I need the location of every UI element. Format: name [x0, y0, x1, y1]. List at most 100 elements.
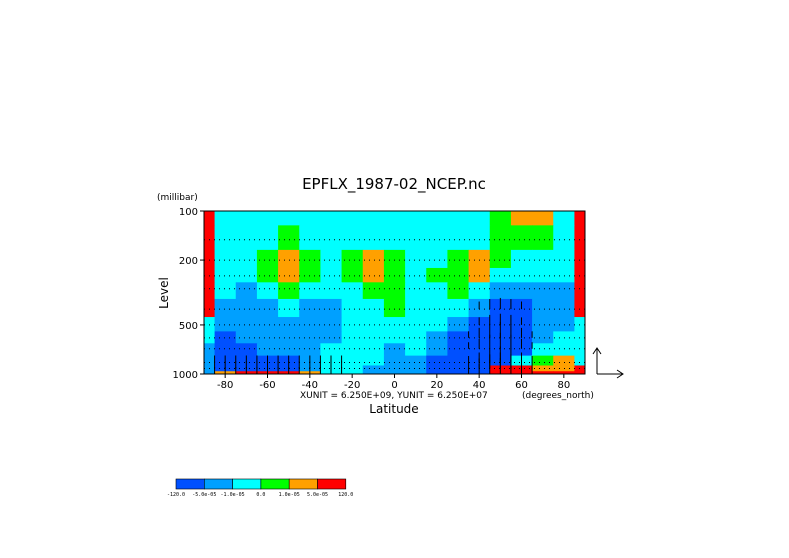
field-cell — [489, 267, 512, 283]
field-cell — [341, 249, 364, 269]
field-cell — [468, 282, 491, 300]
field-cell — [532, 331, 554, 344]
colorbar-swatch — [204, 478, 233, 490]
field-cell — [235, 317, 258, 332]
field-cell — [278, 282, 300, 300]
field-cell — [447, 355, 470, 366]
field-cell — [341, 267, 364, 283]
field-cell — [362, 355, 385, 366]
colorbar-labels: -120.0 -5.0e-05 -1.0e-05 0.0 1.0e-05 5.0e-05 1… — [167, 492, 353, 498]
field-cell — [235, 249, 258, 269]
field-cell — [426, 355, 448, 366]
field-cell — [256, 343, 279, 357]
x-tick-label: 40 — [473, 380, 486, 391]
field-cell — [383, 355, 406, 366]
field-cell — [426, 371, 448, 375]
y-unit-label: (millibar) — [157, 193, 198, 203]
field-cell — [532, 343, 554, 357]
x-tick-label: 0 — [391, 380, 397, 391]
colorbar-label: 120.0 — [338, 492, 353, 498]
field-cell — [574, 282, 586, 300]
field-cell — [235, 343, 258, 357]
field-cell — [362, 249, 385, 269]
field-cell — [320, 298, 343, 318]
field-cell — [299, 249, 321, 269]
field-cell — [214, 331, 237, 344]
field-cell — [553, 282, 575, 300]
contour-field — [204, 211, 586, 375]
field-cell — [235, 331, 258, 344]
field-cell — [383, 298, 406, 318]
field-cell — [532, 211, 554, 226]
field-cell — [362, 282, 385, 300]
field-cell — [278, 298, 300, 318]
y-tick-label: 100 — [179, 207, 198, 218]
field-cell — [510, 282, 533, 300]
field-cell — [405, 331, 427, 344]
colorbar-label: 0.0 — [256, 492, 265, 498]
field-cell — [256, 211, 279, 226]
field-cell — [299, 343, 321, 357]
field-cell — [405, 298, 427, 318]
field-cell — [426, 249, 448, 269]
x-tick-label: -80 — [217, 380, 233, 391]
field-cell — [235, 267, 258, 283]
field-cell — [426, 298, 448, 318]
field-cell — [299, 211, 321, 226]
field-cell — [574, 371, 586, 375]
field-cell — [320, 267, 343, 283]
field-cell — [489, 211, 512, 226]
field-cell — [553, 355, 575, 366]
field-cell — [532, 282, 554, 300]
field-cell — [341, 343, 364, 357]
field-cell — [204, 249, 216, 269]
field-cell — [278, 211, 300, 226]
x-unit-label: (degrees_north) — [522, 391, 594, 401]
field-cell — [341, 355, 364, 366]
colorbar-label: 5.0e-05 — [307, 492, 328, 498]
field-cell — [362, 371, 385, 375]
field-cell — [256, 249, 279, 269]
field-cell — [299, 267, 321, 283]
field-cell — [341, 371, 364, 375]
field-cell — [341, 365, 364, 372]
field-cell — [204, 282, 216, 300]
field-cell — [510, 343, 533, 357]
field-cell — [214, 343, 237, 357]
field-cell — [489, 225, 512, 251]
field-cell — [235, 211, 258, 226]
field-cell — [553, 298, 575, 318]
field-cell — [278, 331, 300, 344]
field-cell — [235, 298, 258, 318]
colorbar-swatch — [232, 478, 262, 490]
field-cell — [214, 211, 237, 226]
field-cell — [214, 267, 237, 283]
field-cell — [383, 211, 406, 226]
field-cell — [489, 249, 512, 269]
x-tick-label: 60 — [515, 380, 528, 391]
field-cell — [447, 225, 470, 251]
field-cell — [405, 211, 427, 226]
y-tick-label: 500 — [179, 321, 198, 332]
field-cell — [574, 225, 586, 251]
field-cell — [426, 282, 448, 300]
field-cell — [405, 249, 427, 269]
x-axis-label: Latitude — [369, 402, 418, 416]
field-cell — [278, 225, 300, 251]
colorbar-label: -5.0e-05 — [192, 492, 216, 498]
field-cell — [362, 298, 385, 318]
chart-title: EPFLX_1987-02_NCEP.nc — [302, 175, 486, 194]
field-cell — [320, 331, 343, 344]
field-cell — [468, 249, 491, 269]
field-cell — [256, 225, 279, 251]
x-tick-label: 80 — [557, 380, 570, 391]
x-axis-ticks: -80 -60 -40 -20 0 20 40 60 80 — [217, 374, 570, 391]
field-cell — [320, 225, 343, 251]
field-cell — [341, 298, 364, 318]
colorbar-swatch — [288, 478, 318, 490]
field-cell — [489, 282, 512, 300]
field-cell — [204, 355, 216, 366]
field-cell — [405, 225, 427, 251]
vector-reference-arrows — [592, 347, 624, 379]
